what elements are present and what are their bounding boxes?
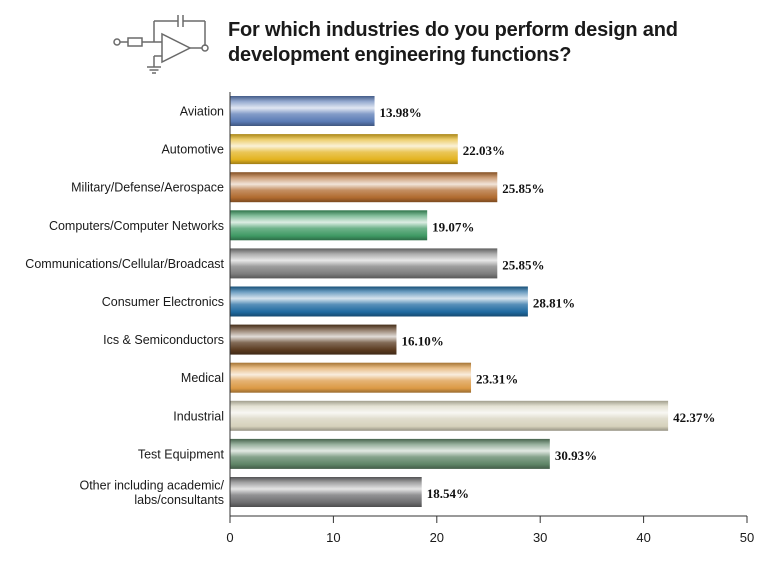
value-label-4: 25.85% (502, 257, 544, 272)
value-label-1: 22.03% (463, 143, 505, 158)
value-label-5: 28.81% (533, 296, 575, 311)
bar-7 (230, 362, 472, 393)
category-label-6: Ics & Semiconductors (103, 333, 224, 347)
x-tick-label-2: 20 (430, 530, 444, 545)
x-tick-label-0: 0 (226, 530, 233, 545)
chart-title-line-2: development engineering functions? (228, 44, 572, 66)
category-label-9: Test Equipment (138, 447, 225, 461)
category-label-7: Medical (181, 371, 224, 385)
category-label-5: Consumer Electronics (102, 295, 224, 309)
op-amp-circuit-icon (113, 15, 209, 74)
bar-3 (230, 210, 428, 241)
bar-10 (230, 477, 422, 507)
x-tick-label-4: 40 (636, 530, 650, 545)
category-label-1: Automotive (161, 143, 224, 157)
category-label-3: Computers/Computer Networks (49, 219, 224, 233)
value-label-3: 19.07% (432, 219, 474, 234)
value-label-6: 16.10% (401, 334, 443, 349)
bar-1 (230, 134, 458, 165)
value-label-2: 25.85% (502, 181, 544, 196)
value-label-10: 18.54% (427, 486, 469, 501)
bar-8 (230, 400, 669, 431)
category-label-8: Industrial (173, 409, 224, 423)
bar-5 (230, 286, 528, 317)
x-tick-label-1: 10 (326, 530, 340, 545)
value-label-9: 30.93% (555, 448, 597, 463)
category-label-2: Military/Defense/Aerospace (71, 181, 224, 195)
chart-title-line-1: For which industries do you perform desi… (228, 19, 678, 41)
x-tick-label-5: 50 (740, 530, 754, 545)
category-label-10: Other including academic/labs/consultant… (79, 478, 224, 507)
category-label-4: Communications/Cellular/Broadcast (25, 257, 224, 271)
value-label-8: 42.37% (673, 410, 715, 425)
value-label-0: 13.98% (380, 105, 422, 120)
bar-2 (230, 172, 498, 203)
x-tick-label-3: 30 (533, 530, 547, 545)
bar-9 (230, 438, 550, 469)
value-label-7: 23.31% (476, 372, 518, 387)
bar-6 (230, 324, 397, 355)
bar-4 (230, 248, 498, 279)
bar-0 (230, 96, 375, 126)
category-label-0: Aviation (180, 105, 224, 119)
chart-title: For which industries do you perform desi… (228, 18, 748, 68)
